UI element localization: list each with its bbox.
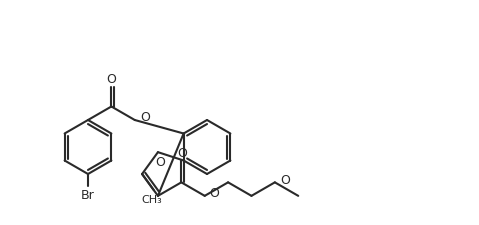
Text: CH₃: CH₃ — [141, 194, 162, 204]
Text: O: O — [280, 173, 290, 186]
Text: O: O — [106, 73, 116, 86]
Text: O: O — [210, 187, 219, 199]
Text: O: O — [177, 146, 187, 159]
Text: Br: Br — [81, 189, 95, 202]
Text: O: O — [155, 155, 165, 168]
Text: O: O — [140, 111, 149, 124]
